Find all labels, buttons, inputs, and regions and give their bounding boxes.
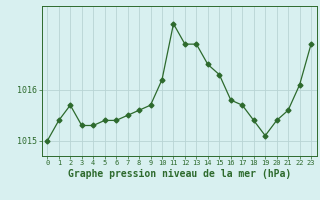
X-axis label: Graphe pression niveau de la mer (hPa): Graphe pression niveau de la mer (hPa) [68,169,291,179]
